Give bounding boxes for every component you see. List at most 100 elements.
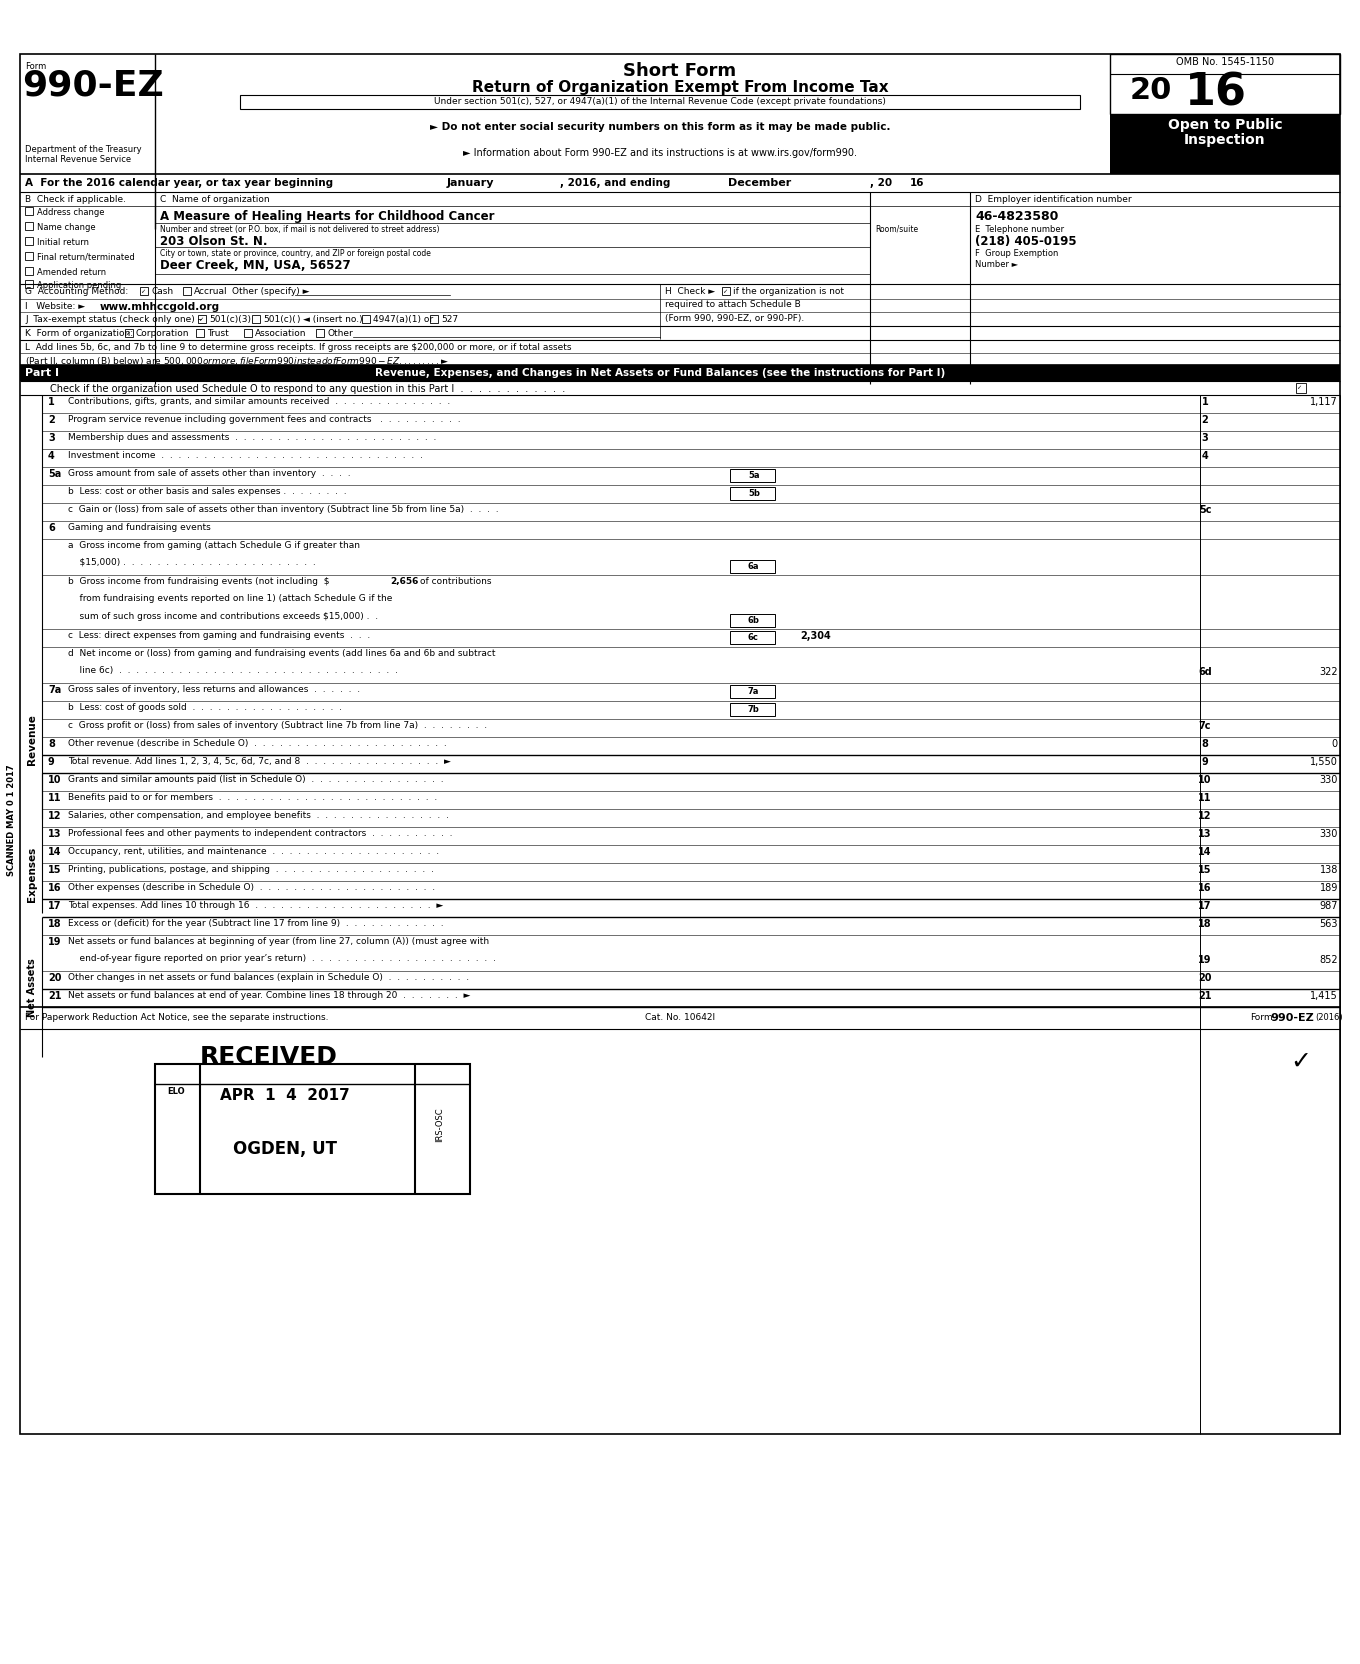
Text: 1: 1: [1202, 396, 1209, 406]
Text: if the organization is not: if the organization is not: [733, 286, 845, 296]
Text: 4947(a)(1) or: 4947(a)(1) or: [373, 314, 432, 324]
Text: IRS-OSC: IRS-OSC: [435, 1107, 445, 1142]
Bar: [730, 632, 775, 644]
Text: Open to Public: Open to Public: [1168, 118, 1282, 131]
Text: 16: 16: [910, 178, 925, 188]
Bar: [125, 329, 133, 338]
Text: 20: 20: [1198, 972, 1212, 982]
Text: Number ►: Number ►: [975, 260, 1019, 270]
Text: Final return/terminated: Final return/terminated: [37, 253, 135, 261]
Text: Excess or (deficit) for the year (Subtract line 17 from line 9)  .  .  .  .  .  : Excess or (deficit) for the year (Subtra…: [68, 919, 443, 927]
Text: ✓: ✓: [1296, 384, 1302, 389]
Text: (218) 405-0195: (218) 405-0195: [975, 235, 1077, 248]
Text: Check if the organization used Schedule O to respond to any question in this Par: Check if the organization used Schedule …: [50, 384, 566, 394]
Text: 0: 0: [1331, 739, 1338, 749]
Bar: [722, 288, 730, 296]
Text: 330: 330: [1319, 774, 1338, 784]
Text: 990-EZ: 990-EZ: [1270, 1012, 1314, 1022]
Text: C  Name of organization: C Name of organization: [160, 195, 269, 205]
Text: Part I: Part I: [24, 368, 58, 378]
Text: Net assets or fund balances at end of year. Combine lines 18 through 20  .  .  .: Net assets or fund balances at end of ye…: [68, 990, 471, 1000]
Text: OMB No. 1545-1150: OMB No. 1545-1150: [1176, 57, 1274, 67]
Text: 1,550: 1,550: [1310, 757, 1338, 767]
Text: Deer Creek, MN, USA, 56527: Deer Creek, MN, USA, 56527: [160, 260, 351, 271]
Text: 138: 138: [1319, 865, 1338, 875]
Text: , 2016, and ending: , 2016, and ending: [560, 178, 670, 188]
Text: 5b: 5b: [748, 489, 760, 498]
Text: line 6c)  .  .  .  .  .  .  .  .  .  .  .  .  .  .  .  .  .  .  .  .  .  .  .  .: line 6c) . . . . . . . . . . . . . . . .…: [68, 666, 398, 674]
Text: 8: 8: [1202, 739, 1209, 749]
Bar: [362, 316, 370, 324]
Text: 17: 17: [48, 900, 61, 910]
Text: 8: 8: [48, 739, 54, 749]
Bar: [730, 488, 775, 501]
Bar: [140, 288, 148, 296]
Text: Name change: Name change: [37, 223, 95, 231]
Text: Professional fees and other payments to independent contractors  .  .  .  .  .  : Professional fees and other payments to …: [68, 829, 453, 837]
Text: 20: 20: [48, 972, 61, 982]
Text: ✓: ✓: [1291, 1050, 1311, 1073]
Text: 16: 16: [1185, 72, 1247, 115]
Text: Other expenses (describe in Schedule O)  .  .  .  .  .  .  .  .  .  .  .  .  .  : Other expenses (describe in Schedule O) …: [68, 882, 435, 892]
Bar: [252, 316, 260, 324]
Text: 527: 527: [441, 314, 458, 324]
Text: Salaries, other compensation, and employee benefits  .  .  .  .  .  .  .  .  .  : Salaries, other compensation, and employ…: [68, 810, 449, 819]
Text: 9: 9: [48, 757, 54, 767]
Bar: [24, 268, 33, 276]
Bar: [20, 55, 1340, 1434]
Text: 7c: 7c: [1198, 721, 1212, 730]
Text: ✓: ✓: [199, 316, 204, 321]
Bar: [1110, 115, 1340, 175]
Bar: [24, 281, 33, 290]
Text: 19: 19: [1198, 955, 1212, 965]
Text: 563: 563: [1319, 919, 1338, 929]
Bar: [24, 253, 33, 261]
Text: of contributions: of contributions: [420, 577, 491, 586]
Text: G  Accounting Method:: G Accounting Method:: [24, 286, 128, 296]
Text: 12: 12: [1198, 810, 1212, 820]
Text: 15: 15: [48, 865, 61, 875]
Text: Amended return: Amended return: [37, 268, 106, 276]
Text: K  Form of organization:: K Form of organization:: [24, 329, 133, 338]
Text: 14: 14: [48, 847, 61, 857]
Text: ✓: ✓: [140, 290, 146, 295]
Text: 501(c)(: 501(c)(: [262, 314, 295, 324]
Text: 16: 16: [1198, 882, 1212, 892]
Text: City or town, state or province, country, and ZIP or foreign postal code: City or town, state or province, country…: [160, 250, 431, 258]
Bar: [1296, 384, 1306, 394]
Text: 2: 2: [1202, 414, 1209, 424]
Text: required to attach Schedule B: required to attach Schedule B: [665, 300, 801, 310]
Text: Form: Form: [24, 62, 46, 72]
Bar: [24, 238, 33, 246]
Text: 3: 3: [1202, 433, 1209, 443]
Text: 12: 12: [48, 810, 61, 820]
Text: Printing, publications, postage, and shipping  .  .  .  .  .  .  .  .  .  .  .  : Printing, publications, postage, and shi…: [68, 865, 434, 874]
Text: b  Gross income from fundraising events (not including  $: b Gross income from fundraising events (…: [68, 577, 329, 586]
Bar: [24, 223, 33, 231]
Text: Return of Organization Exempt From Income Tax: Return of Organization Exempt From Incom…: [472, 80, 888, 95]
Text: a  Gross income from gaming (attach Schedule G if greater than: a Gross income from gaming (attach Sched…: [68, 541, 360, 549]
Text: OGDEN, UT: OGDEN, UT: [233, 1140, 337, 1156]
Text: 18: 18: [48, 919, 61, 929]
Text: 20: 20: [1130, 77, 1172, 105]
Text: 6a: 6a: [748, 562, 759, 571]
Text: 21: 21: [1198, 990, 1212, 1000]
Text: Program service revenue including government fees and contracts   .  .  .  .  . : Program service revenue including govern…: [68, 414, 461, 424]
Text: Under section 501(c), 527, or 4947(a)(1) of the Internal Revenue Code (except pr: Under section 501(c), 527, or 4947(a)(1)…: [434, 97, 885, 106]
Text: Net Assets: Net Assets: [27, 958, 37, 1017]
Text: 6d: 6d: [1198, 667, 1212, 677]
Text: Gross sales of inventory, less returns and allowances  .  .  .  .  .  .: Gross sales of inventory, less returns a…: [68, 684, 360, 694]
Text: Gross amount from sale of assets other than inventory  .  .  .  .: Gross amount from sale of assets other t…: [68, 469, 351, 478]
Text: Department of the Treasury: Department of the Treasury: [24, 145, 141, 153]
Bar: [184, 288, 190, 296]
Text: b  Less: cost of goods sold  .  .  .  .  .  .  .  .  .  .  .  .  .  .  .  .  .  : b Less: cost of goods sold . . . . . . .…: [68, 702, 341, 712]
Text: 987: 987: [1319, 900, 1338, 910]
Text: Short Form: Short Form: [623, 62, 737, 80]
Text: 17: 17: [1198, 900, 1212, 910]
Text: 10: 10: [1198, 774, 1212, 784]
Text: Other revenue (describe in Schedule O)  .  .  .  .  .  .  .  .  .  .  .  .  .  .: Other revenue (describe in Schedule O) .…: [68, 739, 446, 747]
Text: RECEIVED: RECEIVED: [200, 1045, 337, 1068]
Text: ✓: ✓: [125, 331, 131, 336]
Text: from fundraising events reported on line 1) (attach Schedule G if the: from fundraising events reported on line…: [68, 594, 393, 602]
Text: 4: 4: [1202, 451, 1209, 461]
